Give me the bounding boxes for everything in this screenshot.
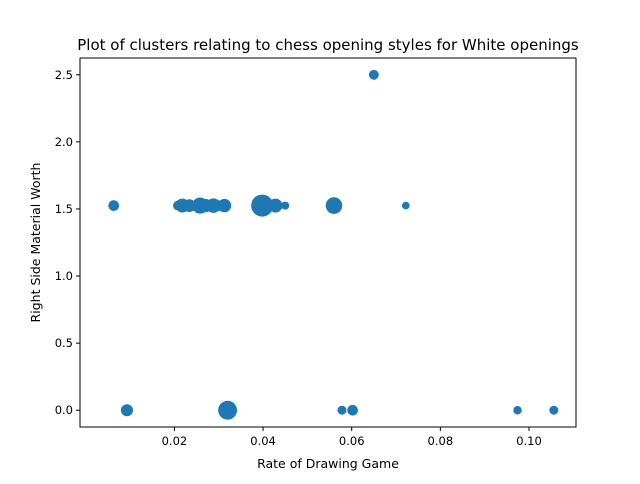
scatter-point (218, 400, 238, 420)
scatter-point (268, 198, 283, 213)
x-tick-label: 0.08 (428, 434, 454, 448)
y-tick-label: 0.0 (55, 403, 73, 417)
y-tick-label: 1.0 (55, 269, 73, 283)
plot-area-frame (79, 57, 577, 428)
x-axis-label: Rate of Drawing Game (257, 456, 399, 471)
scatter-point (281, 201, 290, 210)
scatter-point (183, 199, 196, 212)
scatter-point (549, 405, 559, 415)
scatter-point (337, 405, 347, 415)
scatter-point (108, 200, 120, 211)
x-tick-label: 0.06 (339, 434, 365, 448)
y-axis-ticks: 0.0 0.5 1.0 1.5 2.0 2.5 (55, 68, 80, 417)
scatter-point (217, 198, 232, 213)
scatter-point (401, 201, 410, 210)
chart-title: Plot of clusters relating to chess openi… (77, 36, 579, 54)
x-axis-ticks: 0.02 0.04 0.06 0.08 0.10 (162, 427, 542, 448)
x-tick-label: 0.02 (162, 434, 188, 448)
scatter-point (368, 69, 379, 80)
scatter-point (513, 406, 522, 415)
y-tick-label: 0.5 (55, 336, 73, 350)
y-tick-label: 1.5 (55, 202, 73, 216)
data-points (108, 69, 559, 420)
x-tick-label: 0.04 (250, 434, 276, 448)
y-tick-label: 2.0 (55, 135, 73, 149)
scatter-point (251, 194, 274, 217)
scatter-point (325, 197, 343, 214)
scatter-point (120, 404, 134, 417)
x-tick-label: 0.10 (516, 434, 542, 448)
y-tick-label: 2.5 (55, 68, 73, 82)
scatter-point (347, 404, 358, 416)
y-axis-label: Right Side Material Worth (28, 163, 43, 323)
